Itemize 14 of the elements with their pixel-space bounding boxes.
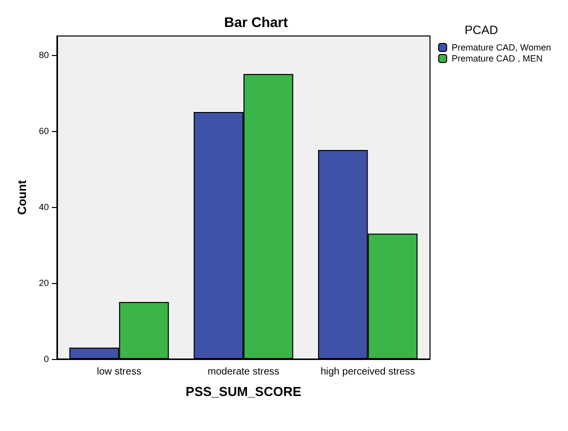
y-tick-label: 20 xyxy=(38,278,49,288)
y-axis-title: Count xyxy=(15,180,29,215)
x-axis-title: PSS_SUM_SCORE xyxy=(186,384,302,399)
chart-title: Bar Chart xyxy=(224,14,288,30)
legend-label: Premature CAD, Women xyxy=(452,42,552,52)
x-tick-label: low stress xyxy=(96,366,142,378)
legend-title: PCAD xyxy=(464,23,498,37)
x-tick-label: moderate stress xyxy=(208,366,280,378)
y-tick-label: 0 xyxy=(44,354,49,364)
legend-label: Premature CAD , MEN xyxy=(452,54,543,64)
y-tick-label: 60 xyxy=(38,126,49,136)
y-tick-label: 80 xyxy=(38,50,49,60)
y-tick-label: 40 xyxy=(38,202,49,212)
x-tick-label: high perceived stress xyxy=(320,366,416,378)
